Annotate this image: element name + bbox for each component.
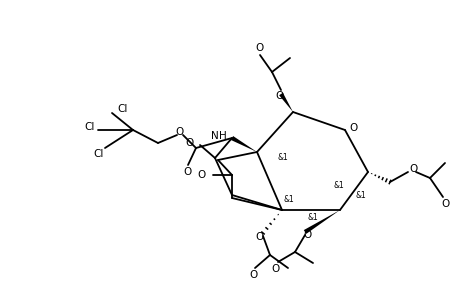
Text: O: O [186,138,194,148]
Text: O: O [183,167,191,177]
Text: O: O [255,43,263,53]
Text: O: O [272,264,280,274]
Text: O: O [276,91,284,101]
Text: &1: &1 [355,190,366,200]
Polygon shape [304,210,340,234]
Text: &1: &1 [284,195,295,205]
Text: O: O [249,270,257,280]
Text: Cl: Cl [85,122,95,132]
Text: O: O [198,170,206,180]
Text: O: O [256,232,264,242]
Text: O: O [441,199,449,209]
Polygon shape [231,136,257,152]
Text: H: H [219,131,227,141]
Polygon shape [279,93,293,112]
Text: O: O [349,123,357,133]
Text: O: O [303,230,311,240]
Text: &1: &1 [277,154,288,162]
Text: &1: &1 [308,214,318,222]
Text: &1: &1 [333,181,344,189]
Text: N: N [211,131,219,141]
Text: Cl: Cl [94,149,104,159]
Text: O: O [409,164,417,174]
Text: O: O [176,127,184,137]
Text: Cl: Cl [117,104,127,114]
